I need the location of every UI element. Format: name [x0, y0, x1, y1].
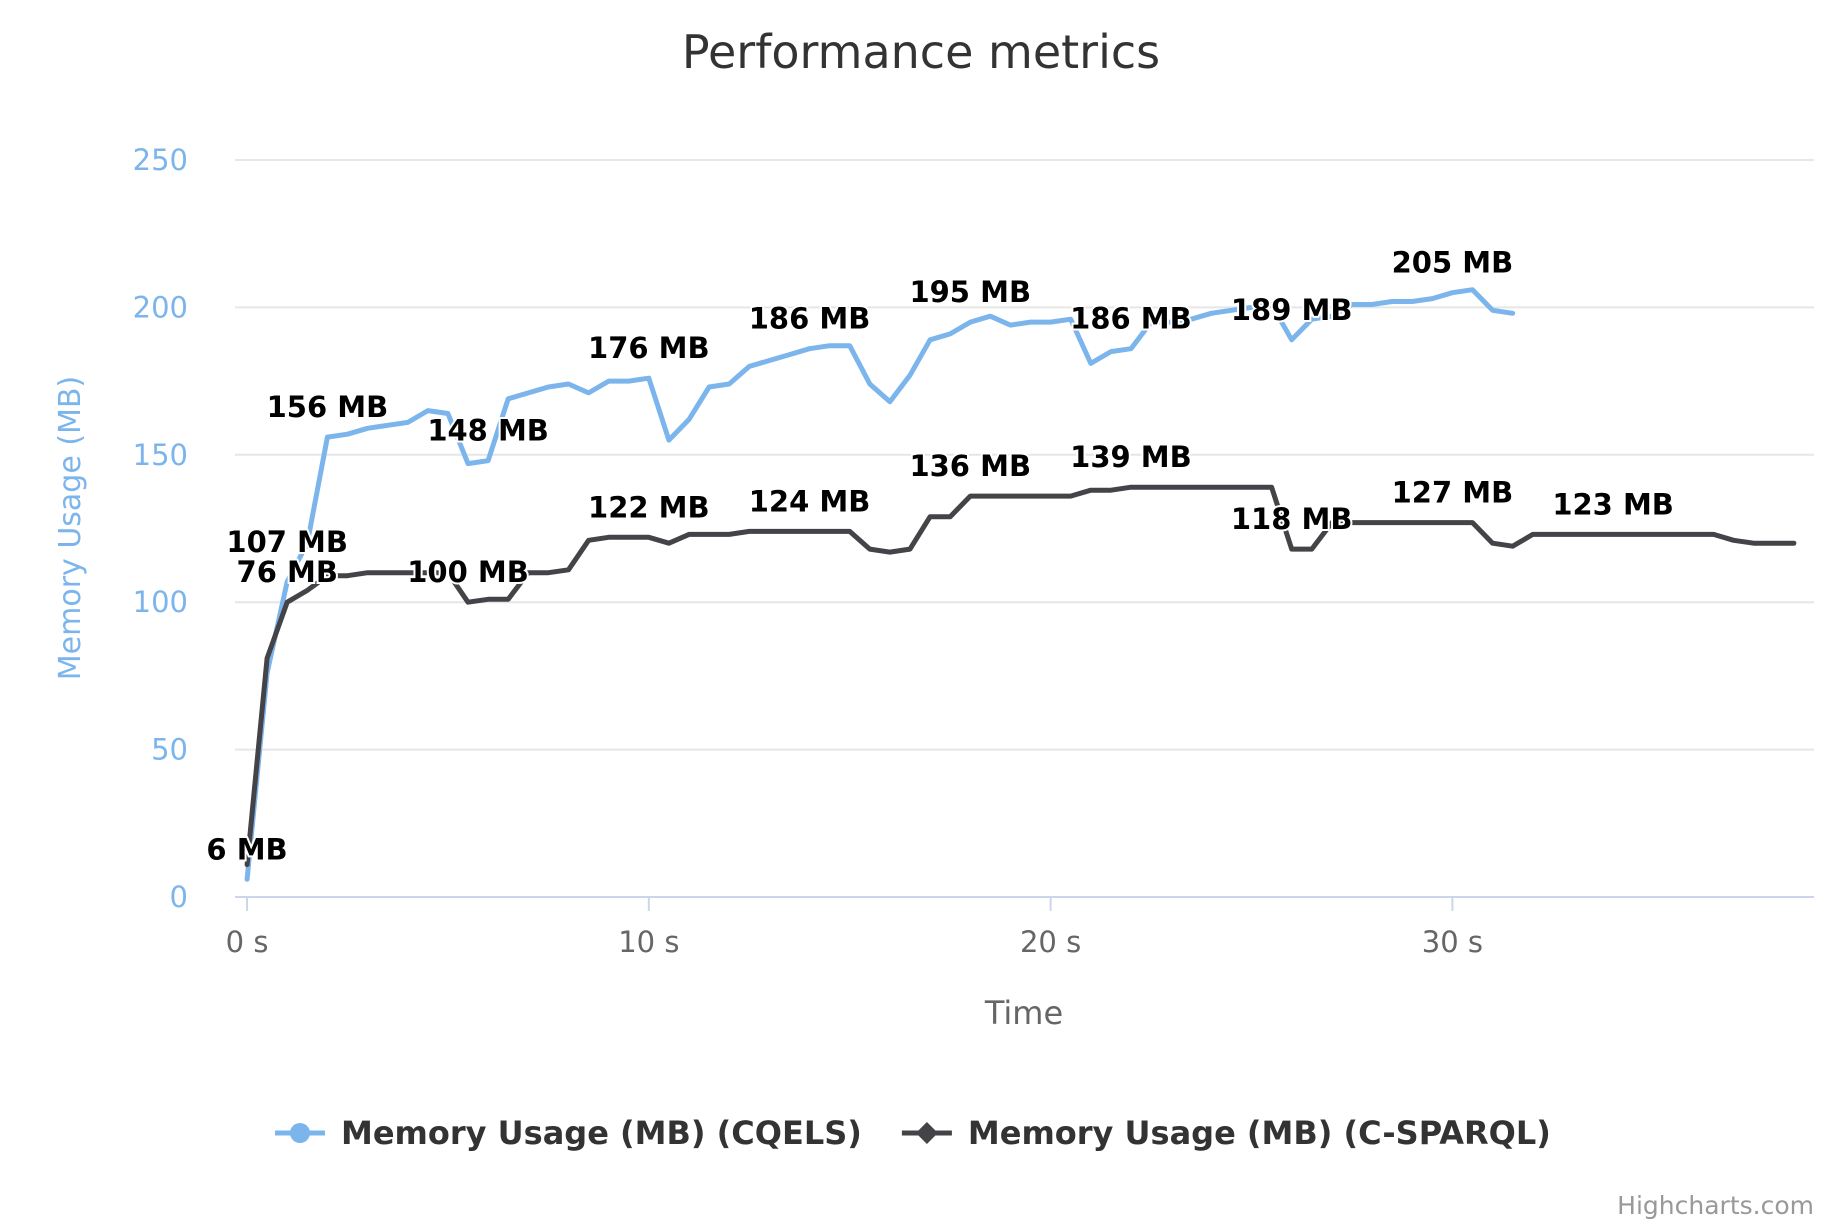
y-axis-title: Memory Usage (MB) — [53, 376, 88, 680]
y-tick-label: 50 — [151, 733, 188, 767]
data-label: 186 MB — [749, 302, 871, 336]
data-label: 136 MB — [909, 449, 1031, 483]
circle-marker-icon — [290, 1123, 310, 1143]
credits-link[interactable]: Highcharts.com — [1617, 1191, 1814, 1220]
data-label: 118 MB — [1231, 502, 1353, 536]
y-tick-label: 200 — [133, 290, 188, 324]
y-axis: 0 50 100 150 200 250 — [133, 143, 188, 914]
data-label: 123 MB — [1552, 487, 1674, 521]
y-tick-label: 100 — [133, 585, 188, 619]
legend-item-c-sparql[interactable]: Memory Usage (MB) (C-SPARQL) — [901, 1114, 1551, 1152]
data-label: 124 MB — [749, 484, 871, 518]
x-tick-label: 30 s — [1422, 925, 1483, 959]
x-axis-title: Time — [984, 994, 1063, 1032]
data-label: 189 MB — [1231, 293, 1353, 327]
data-label: 148 MB — [427, 414, 549, 448]
gridlines — [235, 159, 1814, 751]
y-tick-label: 150 — [133, 438, 188, 472]
legend-label: Memory Usage (MB) (C-SPARQL) — [968, 1114, 1551, 1152]
x-tick-label: 10 s — [618, 925, 679, 959]
data-label: 139 MB — [1070, 440, 1192, 474]
series-line-cqels[interactable] — [244, 287, 1516, 882]
y-tick-label: 250 — [133, 143, 188, 177]
x-tick-label: 0 s — [226, 925, 269, 959]
data-label: 76 MB — [237, 555, 338, 589]
data-label: 122 MB — [588, 490, 710, 524]
data-label: 186 MB — [1070, 302, 1192, 336]
x-tick-label: 20 s — [1020, 925, 1081, 959]
data-label: 127 MB — [1392, 476, 1514, 510]
series-lines — [244, 287, 1797, 882]
chart-title: Performance metrics — [682, 25, 1160, 79]
data-label: 176 MB — [588, 331, 710, 365]
data-label: 107 MB — [226, 525, 348, 559]
data-label: 100 MB — [407, 555, 529, 589]
diamond-marker-icon — [915, 1122, 938, 1144]
data-label: 205 MB — [1392, 246, 1514, 280]
data-label: 195 MB — [909, 275, 1031, 309]
data-label: 6 MB — [206, 832, 287, 866]
legend-label: Memory Usage (MB) (CQELS) — [341, 1114, 862, 1152]
y-tick-label: 0 — [170, 880, 188, 914]
data-labels: 6 MB 156 MB 148 MB 176 MB 186 MB 195 MB 186 MB… — [204, 244, 1675, 869]
legend: Memory Usage (MB) (CQELS) Memory Usage (M… — [275, 1114, 1551, 1152]
data-label: 156 MB — [267, 390, 389, 424]
x-axis: 0 s 10 s 20 s 30 s — [226, 896, 1814, 959]
legend-item-cqels[interactable]: Memory Usage (MB) (CQELS) — [275, 1114, 862, 1152]
series-line-c-sparql[interactable] — [244, 484, 1797, 868]
